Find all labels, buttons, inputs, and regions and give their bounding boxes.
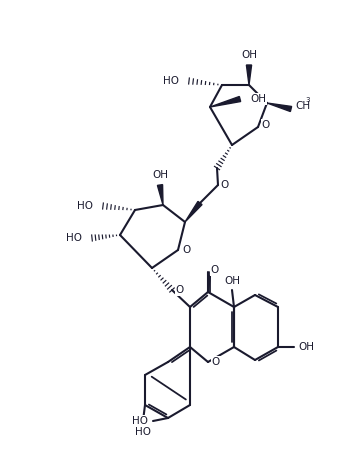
Text: HO: HO [77,201,93,211]
Text: O: O [211,265,219,275]
Text: OH: OH [224,276,240,286]
Polygon shape [210,97,241,107]
Text: O: O [212,357,220,367]
Text: HO: HO [132,416,148,426]
Text: O: O [221,180,229,190]
Text: O: O [176,285,184,295]
Polygon shape [185,201,202,222]
Polygon shape [267,103,291,111]
Text: HO: HO [135,427,151,437]
Text: HO: HO [66,233,82,243]
Text: HO: HO [163,76,179,86]
Text: O: O [262,120,270,130]
Text: OH: OH [241,50,257,60]
Polygon shape [158,185,163,205]
Text: OH: OH [250,94,266,104]
Text: 3: 3 [305,97,310,103]
Text: OH: OH [298,342,314,352]
Text: OH: OH [152,170,168,180]
Text: O: O [183,245,191,255]
Polygon shape [246,65,252,85]
Text: CH: CH [295,101,310,111]
